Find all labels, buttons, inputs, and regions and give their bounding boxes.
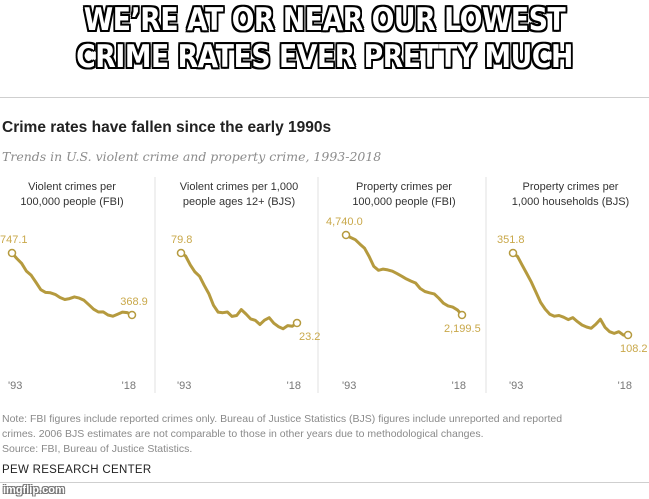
- top-divider: [0, 97, 649, 98]
- panel-1-start-point: [7, 248, 17, 258]
- meme-caption-line-2: CRIME RATES EVER PRETTY MUCH: [76, 39, 573, 75]
- panel-2-end-point: [292, 318, 302, 328]
- panel-2-title-line-1: Violent crimes per 1,000: [180, 181, 298, 193]
- panel-2-end-label: 23.2: [299, 331, 320, 343]
- panel-1-series-line: [10, 251, 134, 318]
- panel-1-start-label: 747.1: [0, 234, 28, 246]
- watermark: imgflip.com: [3, 484, 65, 496]
- panel-2-start-label: 79.8: [171, 234, 192, 246]
- panel-1-title-line-1: Violent crimes per: [28, 181, 116, 193]
- panel-3-start-point: [341, 230, 351, 240]
- bottom-divider: [0, 482, 649, 483]
- panel-3-title-line-1: Property crimes per: [356, 181, 452, 193]
- panel-1-end-point: [127, 310, 137, 320]
- meme-caption-line-1: WE’RE AT OR NEAR OUR LOWEST: [83, 2, 566, 38]
- note-line-2: crimes. 2006 BJS estimates are not compa…: [2, 428, 484, 440]
- panel-4-x-tick-start: '93: [509, 380, 523, 392]
- meme-caption: WE’RE AT OR NEAR OUR LOWEST CRIME RATES …: [45, 2, 603, 76]
- org-credit: PEW RESEARCH CENTER: [2, 464, 152, 476]
- panel-3-end-label: 2,199.5: [444, 323, 481, 335]
- small-multiples-chart: Violent crimes per 100,000 people (FBI) 74…: [0, 177, 648, 393]
- panel-4-title-line-1: Property crimes per: [523, 181, 619, 193]
- chart-note: Note: FBI figures include reported crime…: [2, 412, 642, 457]
- panel-3-x-tick-start: '93: [342, 380, 356, 392]
- panel-4-x-tick-end: '18: [618, 380, 632, 392]
- panel-1-x-tick-start: '93: [8, 380, 22, 392]
- note-line-1: Note: FBI figures include reported crime…: [2, 413, 563, 425]
- panel-4-series-line: [511, 251, 630, 337]
- panel-2-start-point: [176, 248, 186, 258]
- panel-2-x-tick-start: '93: [177, 380, 191, 392]
- chart-subtitle: Trends in U.S. violent crime and propert…: [2, 149, 382, 164]
- panel-4-end-point: [623, 330, 633, 340]
- panel-1-end-label: 368.9: [120, 296, 148, 308]
- chart-title: Crime rates have fallen since the early …: [2, 119, 332, 136]
- panel-4-start-point: [508, 248, 518, 258]
- panel-3-x-tick-end: '18: [452, 380, 466, 392]
- panel-3-title-line-2: 100,000 people (FBI): [352, 196, 455, 208]
- panel-4-end-label: 108.2: [620, 343, 648, 355]
- note-source: Source: FBI, Bureau of Justice Statistic…: [2, 443, 193, 455]
- panel-2-title-line-2: people ages 12+ (BJS): [183, 196, 295, 208]
- panel-3-start-label: 4,740.0: [326, 216, 363, 228]
- panel-1-title-line-2: 100,000 people (FBI): [20, 196, 123, 208]
- panel-1-x-tick-end: '18: [122, 380, 136, 392]
- panel-4-start-label: 351.8: [497, 234, 525, 246]
- panel-3-end-point: [457, 310, 467, 320]
- panel-2-x-tick-end: '18: [287, 380, 301, 392]
- panel-4-title-line-2: 1,000 households (BJS): [512, 196, 629, 208]
- panel-2-series-line: [179, 251, 299, 331]
- panel-3-series-line: [344, 233, 464, 317]
